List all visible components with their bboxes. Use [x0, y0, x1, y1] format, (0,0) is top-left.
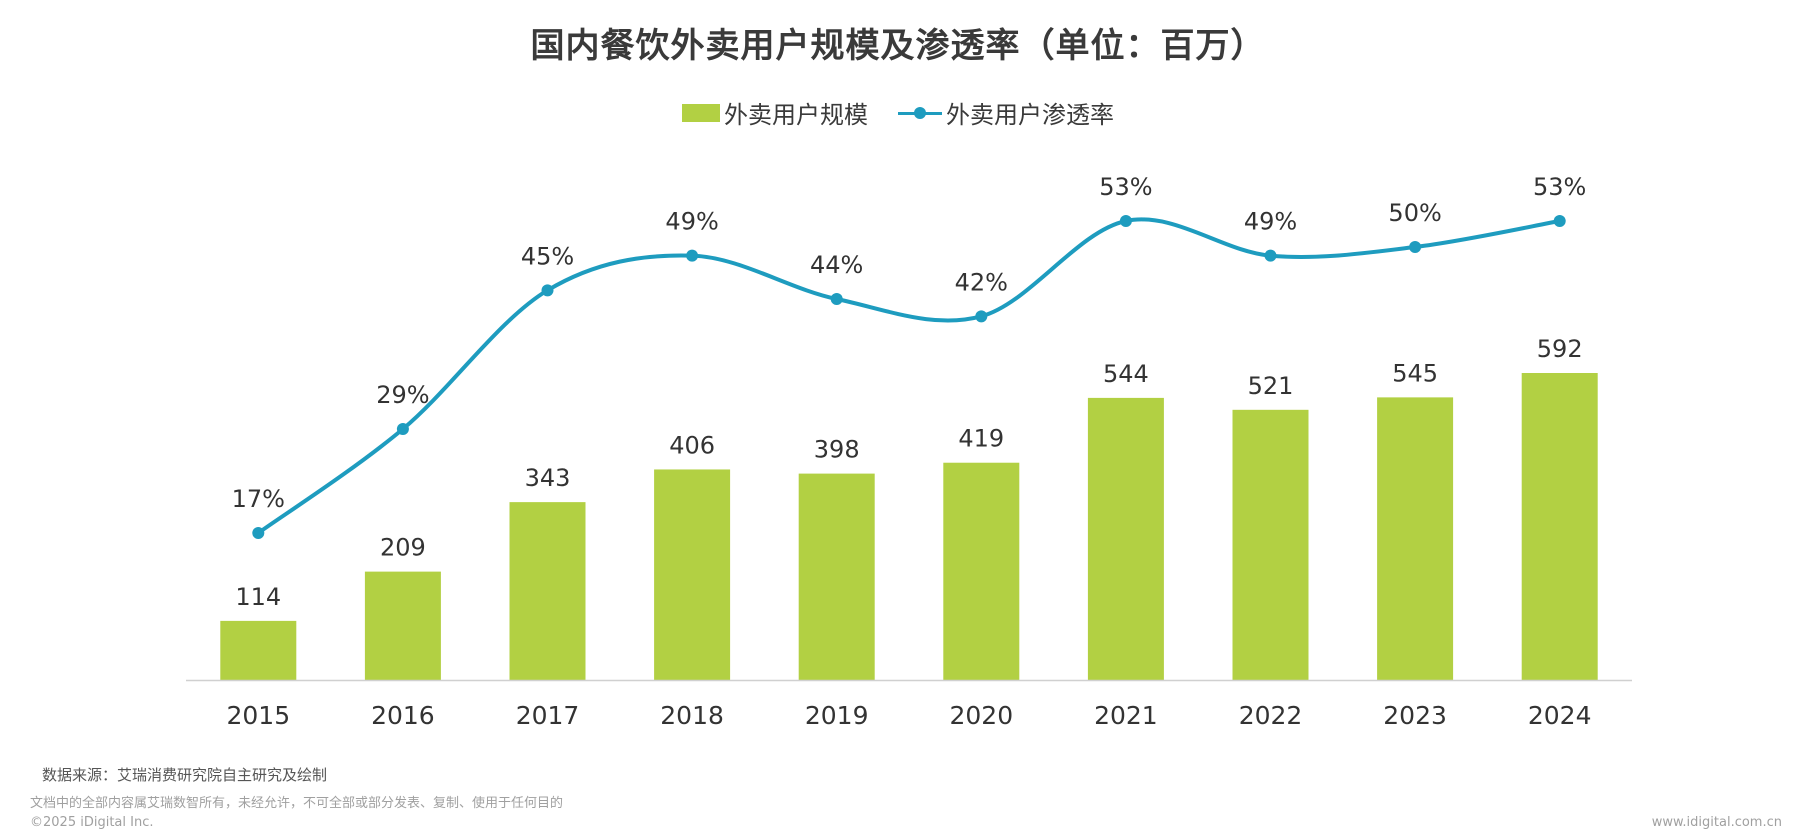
bar-2019 — [798, 473, 875, 680]
bar-label-2016: 209 — [380, 534, 426, 562]
bar-2021 — [1087, 397, 1164, 680]
line-point-2024 — [1553, 215, 1566, 227]
line-point-2016 — [396, 423, 409, 435]
bar-2024 — [1521, 373, 1598, 680]
line-point-2020 — [975, 310, 988, 323]
legend-swatch-line — [898, 104, 942, 122]
bar-2020 — [943, 462, 1020, 680]
combo-chart: 114 209 343 406 398 419 544 521 545 592 2015 2016 20… — [186, 173, 1632, 730]
x-tick-label-2019: 2019 — [805, 701, 869, 730]
line-label-2016: 29% — [376, 381, 429, 409]
chart-title: 国内餐饮外卖用户规模及渗透率（单位：百万） — [530, 26, 1266, 66]
legend-label-user-scale: 外卖用户规模 — [724, 101, 868, 129]
footer-url: www.idigital.com.cn — [1651, 815, 1782, 830]
x-tick-label-2022: 2022 — [1239, 701, 1303, 730]
line-point-2019 — [830, 293, 843, 305]
chart-legend: 外卖用户规模 外卖用户渗透率 — [0, 95, 1796, 130]
x-tick-label-2020: 2020 — [949, 701, 1013, 730]
x-tick-label-2023: 2023 — [1383, 701, 1447, 730]
bar-label-2019: 398 — [814, 436, 860, 464]
x-tick-label-2018: 2018 — [660, 701, 724, 730]
legend-item-penetration: 外卖用户渗透率 — [898, 95, 1114, 130]
line-point-2015 — [252, 527, 265, 539]
penetration-line — [256, 217, 1562, 535]
line-point-2018 — [686, 249, 699, 262]
bar-2016 — [364, 571, 441, 680]
legend-label-penetration: 外卖用户渗透率 — [946, 101, 1114, 129]
x-tick-label-2015: 2015 — [226, 701, 290, 730]
bar-2018 — [654, 469, 731, 680]
bar-label-2020: 419 — [958, 425, 1004, 453]
bar-2023 — [1377, 397, 1454, 680]
x-tick-label-2024: 2024 — [1528, 701, 1592, 730]
line-label-2015: 17% — [232, 485, 285, 513]
line-label-2019: 44% — [810, 251, 863, 279]
line-point-2017 — [541, 284, 554, 297]
bar-label-2023: 545 — [1392, 359, 1438, 387]
footer-rights: 文档中的全部内容属艾瑞数智所有，未经允许，不可全部或部分发表、复制、使用于任何目… — [30, 796, 564, 811]
bar-label-2018: 406 — [669, 431, 715, 459]
line-label-2023: 50% — [1388, 199, 1441, 227]
line-point-2022 — [1264, 249, 1277, 262]
line-label-2020: 42% — [955, 268, 1008, 296]
x-tick-label-2016: 2016 — [371, 701, 435, 730]
line-label-2024: 53% — [1533, 173, 1586, 201]
x-tick-label-2021: 2021 — [1094, 701, 1158, 730]
line-label-2022: 49% — [1244, 208, 1297, 236]
line-label-2021: 53% — [1099, 173, 1152, 201]
bar-label-2024: 592 — [1537, 335, 1583, 363]
legend-item-user-scale: 外卖用户规模 — [682, 95, 868, 130]
bar-2015 — [220, 620, 297, 680]
bar-2017 — [509, 502, 586, 680]
bar-label-2017: 343 — [525, 464, 571, 492]
x-tick-label-2017: 2017 — [516, 701, 580, 730]
footer-copyright: ©2025 iDigital Inc. — [30, 815, 154, 830]
bar-2022 — [1232, 409, 1309, 680]
line-point-2023 — [1409, 241, 1422, 253]
line-label-2017: 45% — [521, 242, 574, 270]
bar-label-2021: 544 — [1103, 360, 1149, 388]
bar-label-2022: 521 — [1248, 372, 1294, 400]
footer-source: 数据来源：艾瑞消费研究院自主研究及绘制 — [42, 766, 328, 784]
legend-swatch-bar — [682, 103, 720, 122]
bar-label-2015: 114 — [235, 583, 281, 611]
line-label-2018: 49% — [665, 208, 718, 236]
line-point-2021 — [1119, 215, 1132, 227]
